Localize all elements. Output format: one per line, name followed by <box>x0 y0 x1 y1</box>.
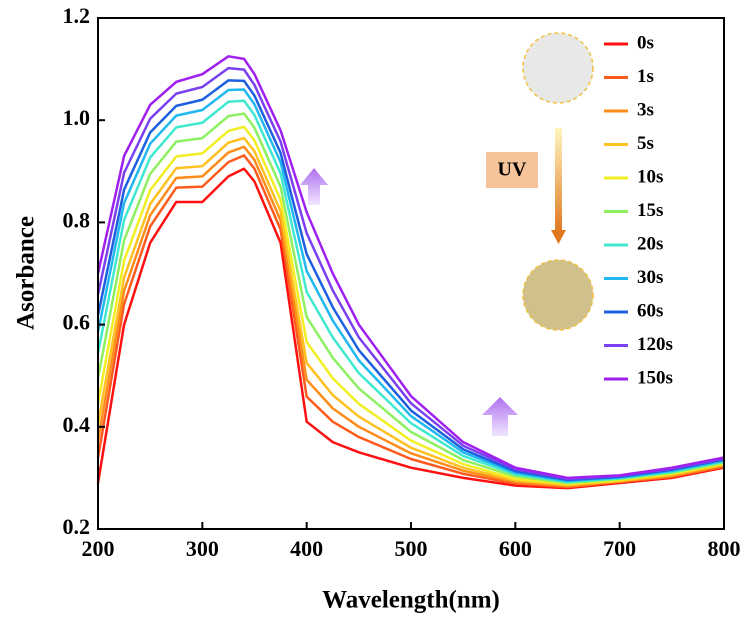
legend-label: 120s <box>637 334 673 355</box>
sample-before <box>522 32 594 104</box>
spectrum-line <box>96 55 725 480</box>
up-arrow <box>482 397 518 436</box>
legend-label: 3s <box>637 99 654 120</box>
x-tick-label: 800 <box>708 536 741 561</box>
x-tick-label: 200 <box>82 536 115 561</box>
legend-label: 0s <box>637 32 654 53</box>
spectrum-line <box>96 154 725 489</box>
legend-label: 150s <box>637 367 673 388</box>
x-tick-label: 700 <box>603 536 636 561</box>
up-arrow <box>300 168 328 205</box>
y-axis-label: Asorbance <box>13 216 40 330</box>
y-tick-label: 0.6 <box>63 310 91 335</box>
legend-label: 5s <box>637 133 654 154</box>
x-tick-label: 500 <box>395 536 428 561</box>
legend-label: 10s <box>637 166 663 187</box>
legend-label: 30s <box>637 267 663 288</box>
uv-box <box>486 152 538 188</box>
spectrum-line <box>96 145 725 488</box>
uv-arrow-head <box>551 230 566 244</box>
y-tick-label: 1.2 <box>63 3 91 28</box>
y-tick-label: 1.0 <box>63 105 91 130</box>
legend-label: 60s <box>637 300 663 321</box>
plot-area <box>96 55 725 490</box>
y-tick-label: 0.8 <box>63 207 91 232</box>
legend-label: 15s <box>637 200 663 221</box>
sample-after <box>522 259 594 331</box>
legend-label: 20s <box>637 233 663 254</box>
legend-label: 1s <box>637 66 654 87</box>
y-tick-label: 0.4 <box>63 412 91 437</box>
spectrum-line <box>96 112 725 485</box>
x-tick-label: 600 <box>499 536 532 561</box>
uv-arrow <box>555 128 562 232</box>
x-tick-label: 400 <box>290 536 323 561</box>
y-tick-label: 0.2 <box>63 514 91 539</box>
x-tick-label: 300 <box>186 536 219 561</box>
uv-label: UV <box>498 159 527 181</box>
x-axis-label: Wavelength(nm) <box>322 587 500 614</box>
spectrum-line <box>96 99 725 484</box>
